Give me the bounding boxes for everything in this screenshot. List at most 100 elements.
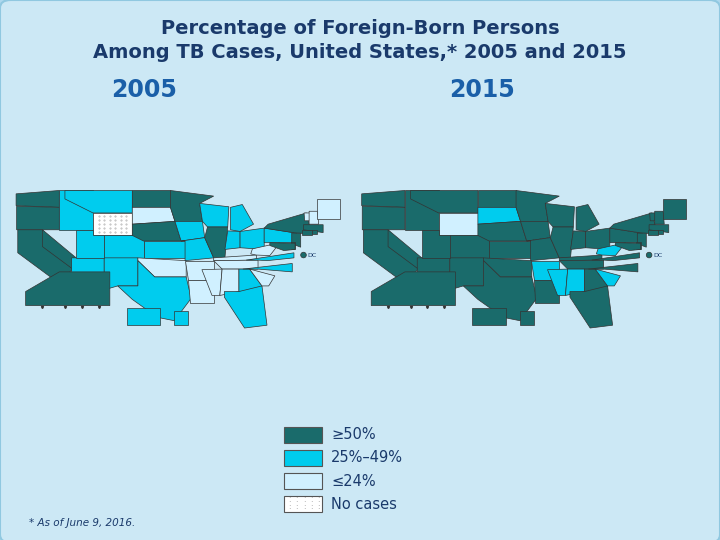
Polygon shape: [72, 258, 104, 290]
Text: ·: ·: [288, 505, 291, 514]
Text: 25%–49%: 25%–49%: [331, 450, 403, 465]
Polygon shape: [372, 272, 456, 306]
Polygon shape: [649, 213, 660, 221]
Text: ≤24%: ≤24%: [331, 474, 376, 489]
Text: ·: ·: [317, 505, 320, 514]
Polygon shape: [361, 191, 405, 207]
Polygon shape: [418, 258, 450, 290]
Polygon shape: [570, 286, 613, 328]
Polygon shape: [463, 261, 537, 321]
Polygon shape: [302, 230, 312, 235]
Polygon shape: [220, 269, 239, 295]
Polygon shape: [175, 221, 204, 241]
Text: ·: ·: [310, 502, 312, 511]
Polygon shape: [17, 206, 59, 230]
Polygon shape: [559, 260, 603, 269]
Polygon shape: [478, 191, 516, 207]
Polygon shape: [450, 258, 484, 290]
Polygon shape: [636, 242, 641, 249]
Polygon shape: [422, 230, 450, 258]
Text: ·: ·: [288, 498, 291, 507]
Polygon shape: [225, 286, 267, 328]
Text: ·: ·: [302, 495, 305, 503]
Polygon shape: [104, 258, 138, 290]
Text: No cases: No cases: [331, 497, 397, 512]
Polygon shape: [18, 230, 73, 283]
Text: ≥50%: ≥50%: [331, 427, 376, 442]
Polygon shape: [438, 213, 478, 235]
Polygon shape: [225, 231, 240, 249]
Polygon shape: [559, 255, 602, 261]
Polygon shape: [610, 213, 657, 234]
Polygon shape: [527, 238, 559, 261]
Polygon shape: [189, 280, 214, 303]
Polygon shape: [214, 255, 256, 261]
Polygon shape: [362, 206, 405, 230]
Polygon shape: [251, 242, 280, 255]
Text: ·: ·: [295, 498, 298, 507]
Polygon shape: [588, 264, 638, 272]
Polygon shape: [16, 191, 59, 207]
Polygon shape: [132, 191, 171, 207]
Polygon shape: [478, 207, 521, 224]
Polygon shape: [658, 230, 662, 234]
Polygon shape: [240, 228, 264, 249]
Polygon shape: [270, 242, 295, 251]
Polygon shape: [534, 280, 559, 303]
Polygon shape: [521, 221, 550, 241]
Text: ·: ·: [310, 505, 312, 514]
Polygon shape: [610, 228, 642, 242]
Polygon shape: [531, 261, 559, 280]
Text: ·: ·: [302, 505, 305, 514]
Polygon shape: [565, 269, 585, 295]
Polygon shape: [291, 242, 295, 249]
Polygon shape: [654, 211, 665, 224]
Polygon shape: [127, 308, 161, 325]
Polygon shape: [264, 213, 312, 234]
Text: Among TB Cases, United States,* 2005 and 2015: Among TB Cases, United States,* 2005 and…: [94, 43, 626, 62]
Polygon shape: [117, 261, 192, 321]
Polygon shape: [649, 225, 669, 233]
Polygon shape: [42, 230, 76, 269]
Polygon shape: [214, 260, 258, 269]
Polygon shape: [250, 269, 275, 286]
Polygon shape: [239, 269, 262, 293]
Text: ·: ·: [302, 502, 305, 511]
Text: ·: ·: [302, 498, 305, 507]
Text: ·: ·: [310, 498, 312, 507]
Polygon shape: [516, 191, 559, 221]
Polygon shape: [570, 231, 585, 249]
Polygon shape: [484, 258, 532, 277]
Text: ·: ·: [295, 505, 298, 514]
Polygon shape: [230, 205, 253, 232]
Circle shape: [647, 252, 652, 258]
Text: ·: ·: [295, 495, 298, 503]
Polygon shape: [616, 242, 641, 251]
Polygon shape: [648, 230, 657, 235]
Polygon shape: [264, 228, 297, 242]
Polygon shape: [292, 233, 301, 247]
Polygon shape: [410, 191, 478, 213]
Text: ·: ·: [317, 498, 320, 507]
Polygon shape: [520, 311, 534, 325]
Text: * As of June 9, 2016.: * As of June 9, 2016.: [29, 518, 135, 528]
Polygon shape: [585, 269, 608, 293]
Circle shape: [301, 252, 306, 258]
Polygon shape: [595, 269, 621, 286]
Polygon shape: [93, 213, 132, 235]
Text: 2005: 2005: [111, 78, 177, 102]
Polygon shape: [547, 269, 567, 295]
Polygon shape: [171, 191, 214, 221]
Polygon shape: [576, 205, 599, 232]
Polygon shape: [246, 253, 294, 261]
Polygon shape: [138, 258, 186, 277]
Polygon shape: [405, 191, 438, 230]
Text: ·: ·: [317, 495, 320, 503]
Text: DC: DC: [307, 253, 317, 258]
Text: ·: ·: [295, 502, 298, 511]
Polygon shape: [388, 230, 422, 269]
Polygon shape: [545, 204, 575, 227]
Polygon shape: [202, 269, 222, 295]
Polygon shape: [317, 199, 340, 219]
Polygon shape: [364, 230, 418, 283]
